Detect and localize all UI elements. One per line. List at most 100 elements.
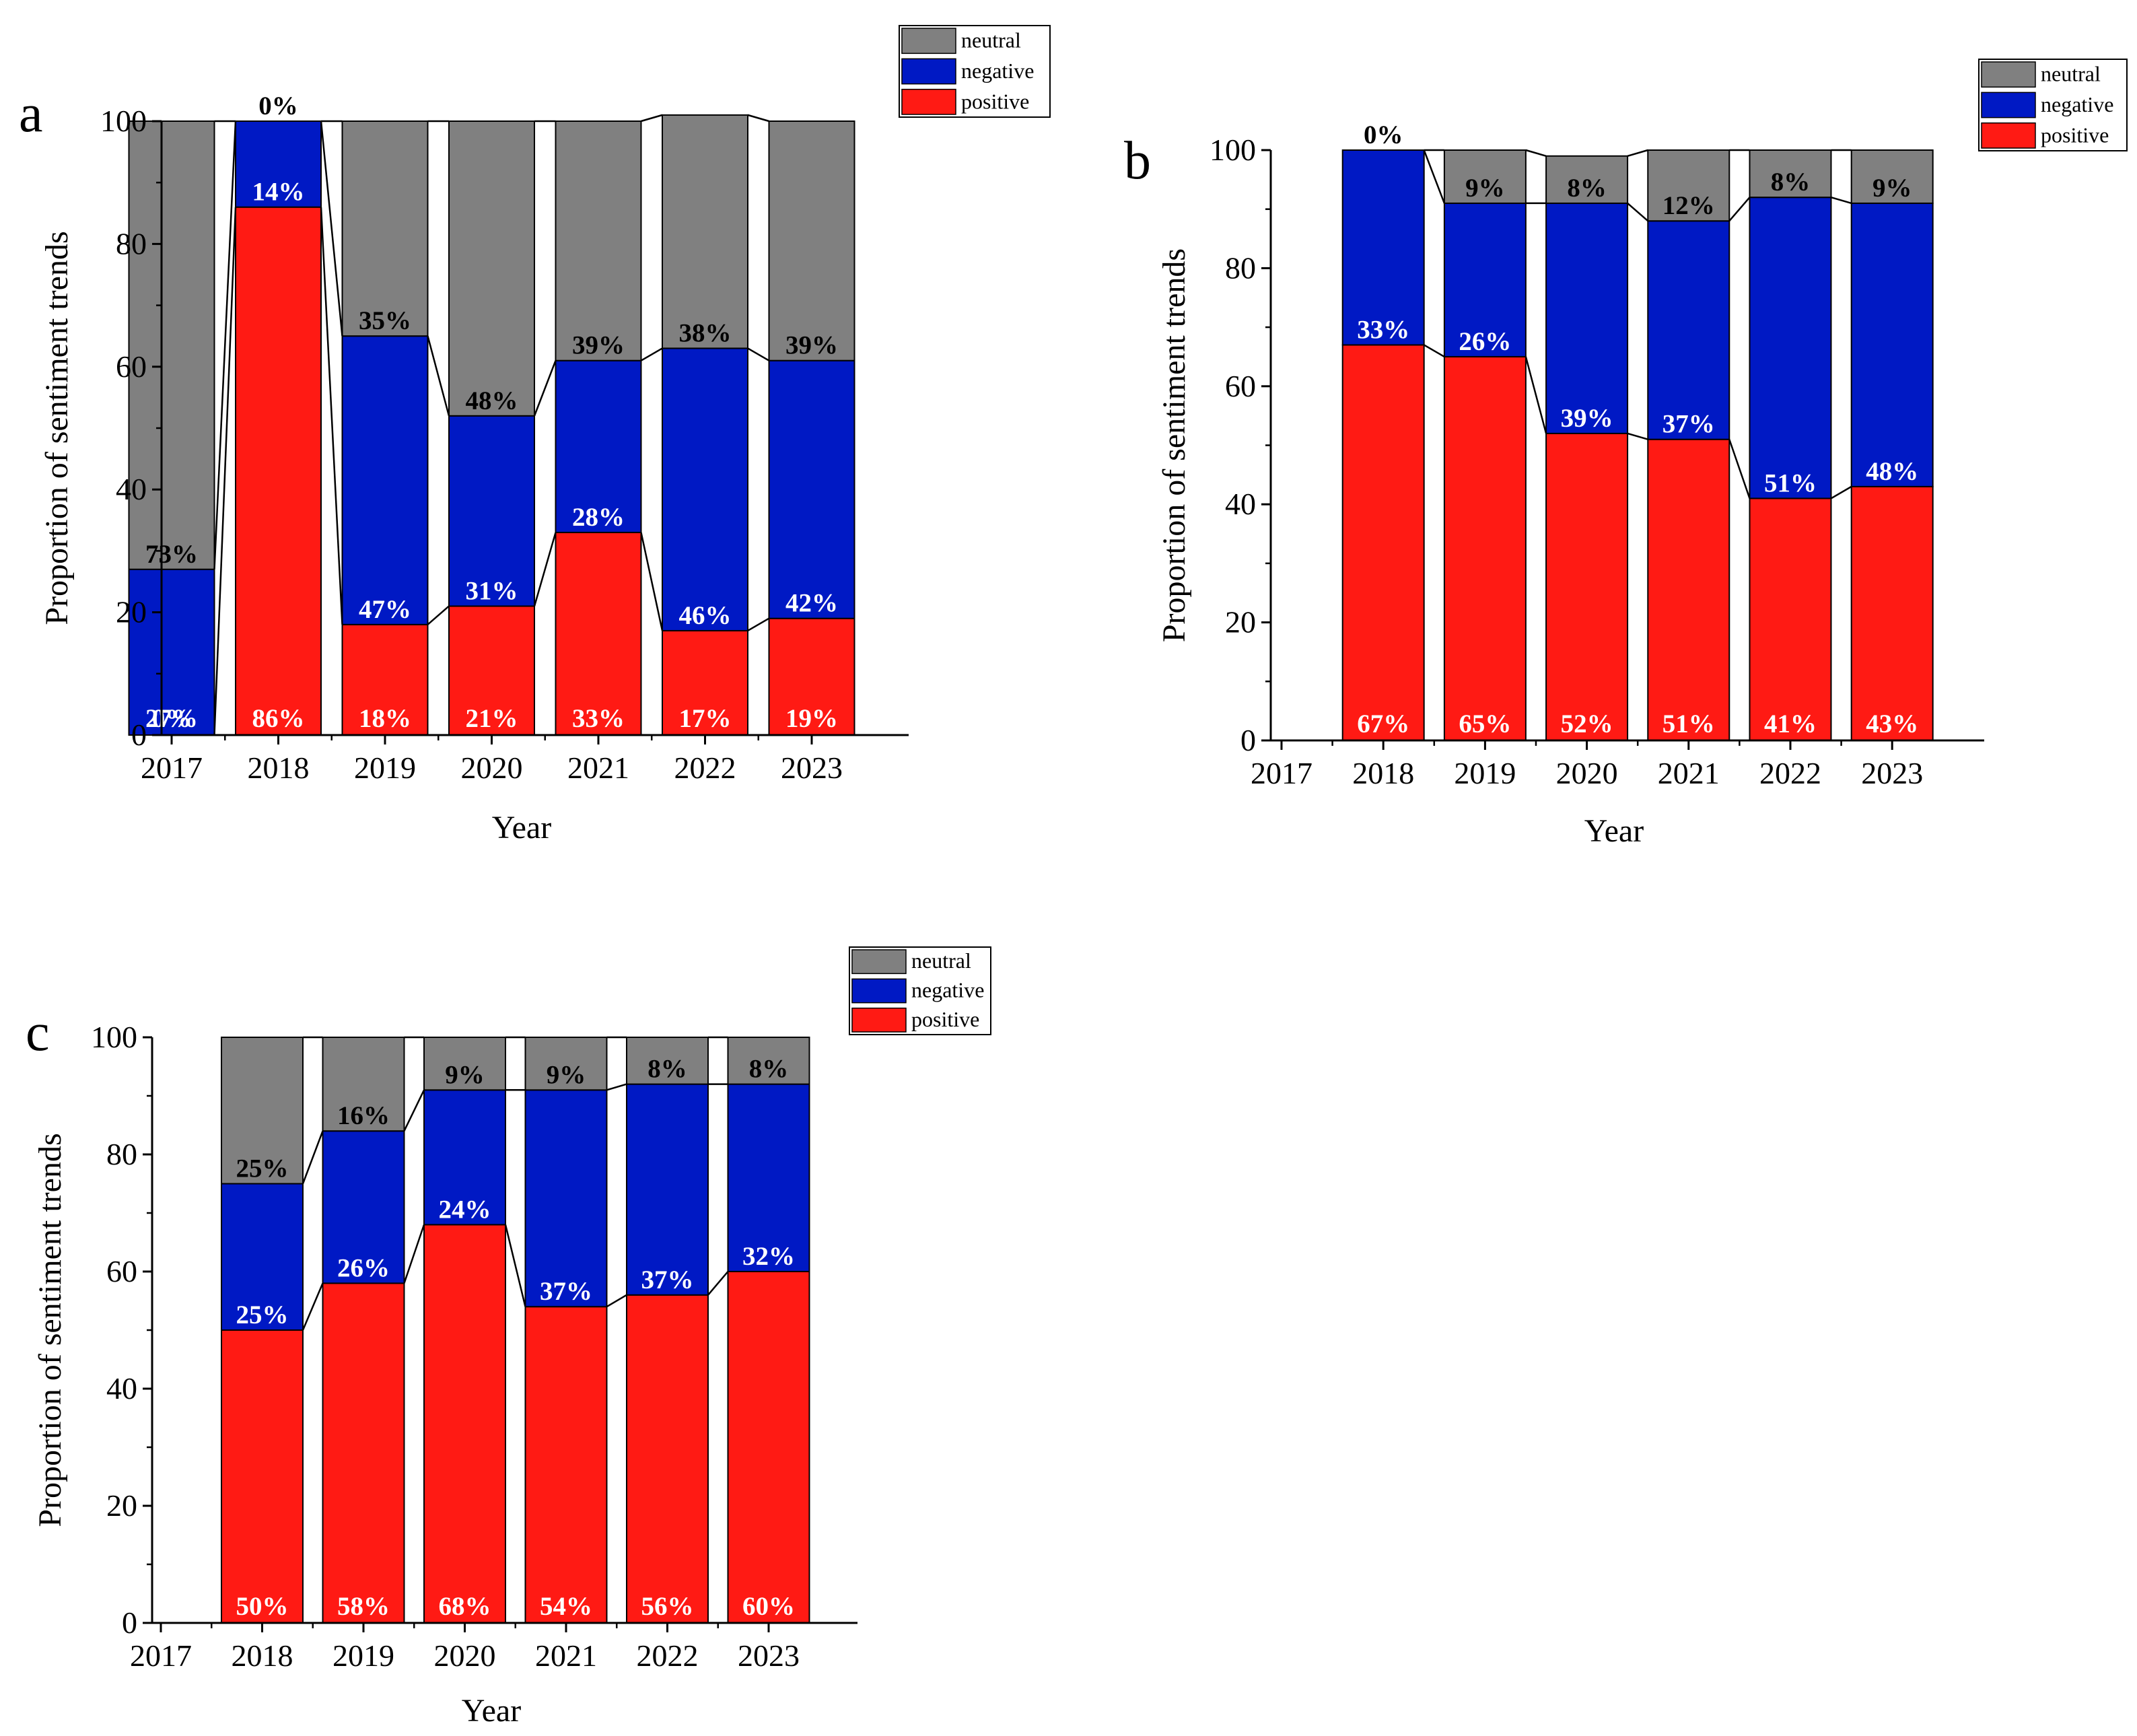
x-axis-title: Year: [492, 810, 551, 845]
bar-negative-2020: [1545, 202, 1629, 434]
bar-positive-2019: [341, 623, 429, 736]
x-tick-label: 2017: [1251, 756, 1312, 790]
x-tick-label: 2017: [141, 751, 203, 785]
bar-group-2018: [1341, 149, 1425, 741]
data-label-negative: 26%: [337, 1253, 390, 1282]
connector-line: [1830, 485, 1852, 499]
bar-negative-2021: [555, 359, 642, 534]
bar-group-2021: [524, 1037, 608, 1624]
connector-line: [1627, 149, 1648, 157]
bar-group-2019: [341, 120, 429, 736]
connector-line: [213, 207, 237, 736]
bar-neutral-2019: [1443, 149, 1527, 204]
data-label-neutral: 0%: [1364, 120, 1403, 149]
data-label-positive: 58%: [337, 1592, 390, 1621]
bar-group-2018: [221, 1037, 304, 1624]
panel-label: a: [19, 84, 43, 143]
data-label-negative: 31%: [466, 576, 518, 605]
legend-label-neutral: neutral: [2041, 62, 2101, 86]
data-label-neutral: 0%: [258, 92, 298, 120]
connector-line: [1728, 439, 1751, 499]
x-tick-label: 2022: [674, 751, 736, 785]
bar-positive-2021: [1647, 438, 1730, 741]
data-label-negative: 33%: [1357, 315, 1409, 344]
data-label-neutral: 39%: [572, 331, 625, 360]
chart-panel-c: c 50% 25% 25% 58% 26% 16% 68% 24% 9% 54% 37% 9% 56% 37…: [26, 946, 991, 1729]
x-tick-label: 2018: [248, 751, 310, 785]
bar-positive-2018: [1341, 344, 1425, 741]
data-label-negative: 24%: [439, 1195, 491, 1224]
data-label-negative: 39%: [1561, 404, 1613, 433]
legend-swatch-positive: [851, 1007, 907, 1033]
axes: 0 20 40 60 80 100 2017 2018 2019 2020 2021 2022 2023: [100, 104, 909, 785]
data-label-positive: 17%: [679, 704, 732, 733]
legend-label-positive: positive: [2041, 123, 2109, 147]
y-tick-label: 100: [1210, 133, 1256, 167]
bar-neutral-2022: [1749, 149, 1832, 199]
bar-neutral-2023: [768, 120, 855, 361]
data-label-neutral: 25%: [236, 1154, 289, 1183]
bar-positive-2020: [448, 605, 535, 736]
chart-panel-a: a27%0%73%86%14%0%18%47%35%21%31%48%33%28…: [19, 25, 1051, 845]
bar-negative-2021: [524, 1089, 608, 1308]
data-label-positive: 19%: [785, 704, 838, 733]
bar-group-2022: [626, 1037, 709, 1624]
x-tick-label: 2021: [535, 1638, 597, 1673]
bar-positive-2018: [235, 206, 322, 736]
connector-line: [403, 1089, 425, 1132]
x-tick-label: 2018: [1352, 756, 1414, 790]
y-tick-label: 20: [106, 1488, 137, 1523]
y-tick-label: 80: [116, 226, 147, 261]
data-label-negative: 42%: [785, 589, 838, 618]
connector-line: [213, 120, 237, 569]
bar-negative-2022: [1749, 197, 1832, 499]
x-tick-label: 2021: [567, 751, 629, 785]
bar-positive-2022: [626, 1294, 709, 1624]
connector-line: [1423, 149, 1446, 204]
y-tick-label: 40: [1225, 487, 1256, 521]
data-label-positive: 33%: [572, 704, 625, 733]
connector-line: [747, 617, 770, 632]
data-label-neutral: 8%: [749, 1055, 789, 1084]
bar-negative-2018: [1341, 149, 1425, 346]
connector-line: [641, 114, 663, 123]
connector-line: [747, 347, 770, 361]
legend-label-negative: negative: [911, 978, 984, 1002]
bar-group-2021: [1647, 149, 1730, 741]
data-label-neutral: 16%: [337, 1101, 390, 1130]
bar-negative-2019: [341, 335, 429, 625]
y-tick-label: 20: [116, 595, 147, 629]
data-label-negative: 26%: [1459, 327, 1511, 356]
data-label-positive: 27%: [145, 704, 198, 733]
data-label-neutral: 39%: [785, 331, 838, 360]
bar-group-2018: [235, 120, 322, 736]
y-tick-label: 80: [106, 1137, 137, 1171]
data-label-positive: 43%: [1866, 709, 1918, 738]
connector-line: [533, 360, 557, 417]
y-tick-label: 40: [116, 472, 147, 506]
legend: neutral negative positive: [899, 25, 1051, 118]
bar-negative-2017: [128, 568, 215, 736]
bar-positive-2019: [322, 1282, 405, 1624]
bar-positive-2020: [423, 1224, 506, 1624]
legend: neutral negative positive: [1978, 59, 2128, 151]
bar-positive-2018: [221, 1329, 304, 1624]
axes: 0 20 40 60 80 100 2017 2018 2019 2020 2021 2022 2023: [1210, 133, 1984, 790]
bar-group-2020: [1545, 155, 1629, 742]
y-tick-label: 60: [116, 349, 147, 384]
data-label-positive: 18%: [359, 704, 411, 733]
bar-positive-2020: [1545, 432, 1629, 742]
data-label-positive: 68%: [439, 1592, 491, 1621]
data-label-negative: 48%: [1866, 457, 1918, 486]
bar-positive-2019: [1443, 355, 1527, 741]
data-label-negative: 14%: [252, 178, 305, 207]
y-tick-label: 100: [91, 1020, 137, 1054]
data-label-positive: 86%: [252, 704, 305, 733]
bar-group-2020: [448, 120, 535, 736]
connector-line: [1831, 196, 1852, 205]
bar-group-2023: [727, 1037, 810, 1624]
legend-swatch-neutral: [851, 949, 907, 975]
legend-swatch-neutral: [901, 28, 956, 55]
legend-label-neutral: neutral: [911, 948, 971, 973]
y-tick-label: 0: [122, 1605, 137, 1640]
